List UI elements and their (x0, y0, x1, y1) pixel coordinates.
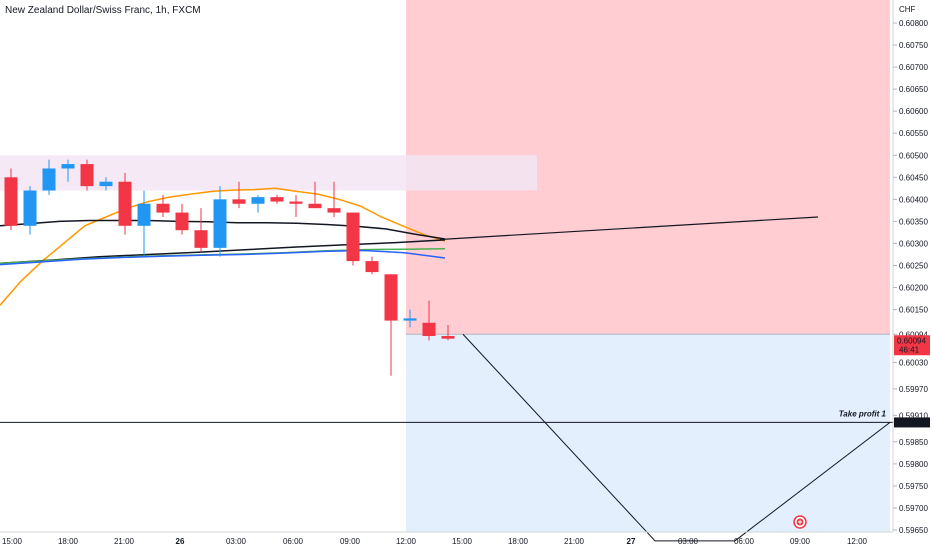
time-tick-label: 27 (627, 537, 636, 546)
last-price-tag: 0.60094 46:41 (894, 335, 930, 356)
time-tick-label: 15:00 (452, 537, 473, 546)
candle-body (365, 261, 379, 273)
indicator-line (0, 187, 446, 306)
indicator-line (0, 239, 446, 265)
price-tick-label: 0.60800 (899, 19, 928, 28)
indicator-line (0, 249, 446, 266)
candle-body (175, 212, 189, 231)
time-tick-label: 18:00 (508, 537, 529, 546)
candle-body (289, 201, 303, 204)
candle-body (80, 164, 94, 187)
time-tick-label: 09:00 (340, 537, 361, 546)
price-tick-label: 0.60600 (899, 107, 928, 116)
price-tick-label: 0.60550 (899, 129, 928, 138)
price-tick-label: 0.59750 (899, 482, 928, 491)
price-tick-label: 0.59910 (899, 411, 928, 420)
price-tick-label: 0.59700 (899, 504, 928, 513)
trend-line[interactable] (439, 216, 819, 241)
time-tick-label: 21:00 (564, 537, 585, 546)
price-tick-label: 0.60300 (899, 239, 928, 248)
time-tick-label: 12:00 (396, 537, 417, 546)
time-axis[interactable]: 15:00 18:00 21:00 26 03:00 06:00 09:00 12:00 15:… (2, 537, 868, 546)
price-tick-label: 0.59800 (899, 460, 928, 469)
level-price-tag: 0.59894 (894, 417, 930, 428)
candle-body (346, 212, 360, 262)
candle-body (232, 199, 246, 204)
candle-body (4, 177, 18, 226)
candle-body (422, 322, 436, 337)
candle-body (194, 230, 208, 248)
candle-body (118, 181, 132, 226)
time-tick-label: 21:00 (114, 537, 135, 546)
price-tick-label: 0.60450 (899, 173, 928, 182)
time-tick-label: 18:00 (58, 537, 79, 546)
take-profit-label: Take profit 1 (839, 409, 887, 418)
candle-body (384, 274, 398, 321)
candle-body (403, 318, 417, 321)
price-tick-label: 0.60500 (899, 151, 928, 160)
price-tick-label: 0.60250 (899, 261, 928, 270)
price-axis[interactable]: 0.60800 0.60750 0.60700 0.60650 0.60600 0.605… (893, 19, 928, 535)
alert-icon[interactable] (793, 515, 807, 529)
price-tick-label: 0.60650 (899, 85, 928, 94)
time-tick-label: 26 (176, 537, 185, 546)
candle-body (308, 203, 322, 209)
time-tick-label: 06:00 (734, 537, 755, 546)
candle-body (137, 203, 151, 226)
time-tick-label: 12:00 (847, 537, 868, 546)
candle-body (270, 197, 284, 202)
chart-title: New Zealand Dollar/Swiss Franc, 1h, FXCM (5, 5, 201, 16)
price-tick-label: 0.60030 (899, 358, 928, 367)
price-tick-label: 0.59850 (899, 438, 928, 447)
time-tick-label: 06:00 (283, 537, 304, 546)
projection-path[interactable] (462, 333, 891, 542)
candle-body (42, 168, 56, 191)
price-tick-label: 0.60350 (899, 217, 928, 226)
candle-body (23, 190, 37, 226)
price-tick-label: 0.60094 (899, 330, 928, 339)
price-tick-label: 0.60200 (899, 284, 928, 293)
price-tick-label: 0.59650 (899, 526, 928, 535)
candle-body (251, 197, 265, 204)
price-tick-label: 0.60750 (899, 41, 928, 50)
candle-body (99, 181, 113, 187)
candle-body (327, 208, 341, 213)
candle-body (61, 164, 75, 169)
time-tick-label: 03:00 (226, 537, 247, 546)
price-tick-label: 0.60700 (899, 63, 928, 72)
candles (4, 159, 455, 376)
price-tick-label: 0.60400 (899, 195, 928, 204)
candle-countdown: 46:41 (899, 345, 920, 354)
price-tick-label: 0.59970 (899, 385, 928, 394)
candle-body (441, 336, 455, 339)
time-tick-label: 09:00 (790, 537, 811, 546)
time-tick-label: 03:00 (678, 537, 699, 546)
level-price-value: 0.59894 (897, 418, 926, 427)
candle-body (156, 203, 170, 213)
take-profit-zone[interactable] (406, 334, 890, 532)
last-price-value: 0.60094 (897, 336, 926, 345)
price-tick-label: 0.60150 (899, 306, 928, 315)
currency-label: CHF (899, 5, 916, 14)
candle-body (213, 199, 227, 248)
time-tick-label: 15:00 (2, 537, 23, 546)
